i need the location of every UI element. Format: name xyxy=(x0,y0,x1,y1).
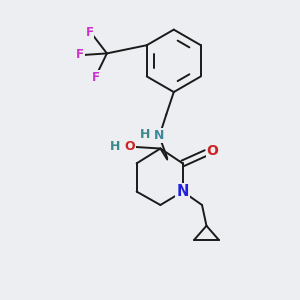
Text: O: O xyxy=(125,140,135,153)
Text: F: F xyxy=(92,71,100,84)
Text: N: N xyxy=(154,129,164,142)
Text: H: H xyxy=(140,128,150,141)
Text: N: N xyxy=(176,184,189,199)
Text: O: O xyxy=(206,145,218,158)
Text: H: H xyxy=(110,140,120,153)
Text: F: F xyxy=(86,26,94,39)
Text: F: F xyxy=(76,48,84,62)
